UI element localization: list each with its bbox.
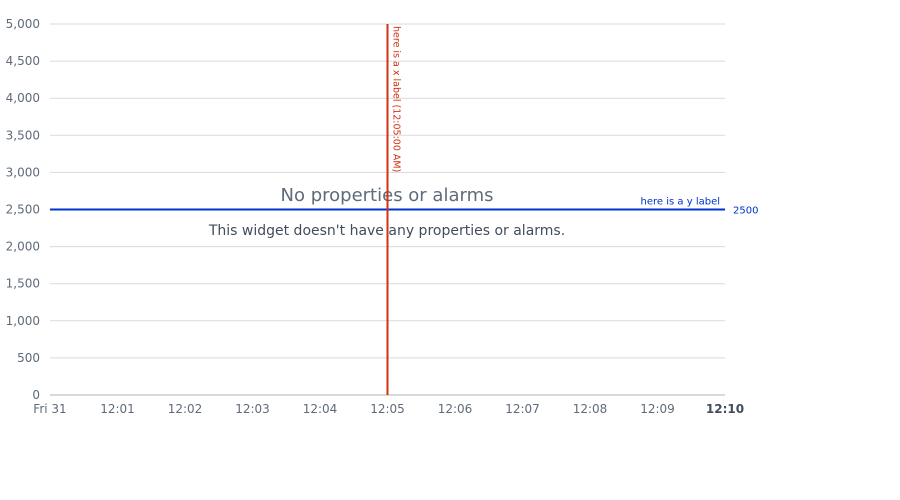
x-tick-label-4: 12:04 [303, 402, 338, 416]
x-tick-label-5: 12:05 [370, 402, 405, 416]
x-axis: Fri 31 12:01 12:02 12:03 12:04 12:05 12:06 12:0… [33, 402, 744, 416]
y-tick-label-3500: 3,500 [6, 128, 40, 142]
horizontal-threshold-value: 2500 [733, 206, 758, 217]
y-tick-label-500: 500 [17, 351, 40, 365]
x-tick-label-6: 12:06 [438, 402, 473, 416]
x-tick-label-8: 12:08 [573, 402, 608, 416]
x-tick-label-3: 12:03 [235, 402, 270, 416]
y-axis: 0 500 1,000 1,500 2,000 2,500 3,000 3,500 4,000 4… [6, 17, 40, 402]
y-tick-label-4500: 4,500 [6, 54, 40, 68]
x-tick-label-10: 12:10 [706, 402, 744, 416]
y-tick-label-5000: 5,000 [6, 17, 40, 31]
y-tick-label-3000: 3,000 [6, 165, 40, 179]
y-tick-label-0: 0 [32, 388, 40, 402]
vertical-threshold-label: here is a x label (12:05:00 AM) [391, 26, 402, 172]
x-tick-label-7: 12:07 [505, 402, 540, 416]
y-tick-label-2000: 2,000 [6, 240, 40, 254]
horizontal-threshold-label: here is a y label [641, 197, 720, 208]
y-tick-label-1500: 1,500 [6, 277, 40, 291]
y-tick-label-1000: 1,000 [6, 314, 40, 328]
y-tick-label-2500: 2,500 [6, 203, 40, 217]
x-tick-label-0: Fri 31 [33, 402, 66, 416]
x-tick-label-2: 12:02 [168, 402, 203, 416]
x-tick-label-1: 12:01 [100, 402, 135, 416]
threshold-annotations: here is a y label 2500 here is a x label (… [50, 24, 758, 395]
x-tick-label-9: 12:09 [640, 402, 675, 416]
y-tick-label-4000: 4,000 [6, 91, 40, 105]
